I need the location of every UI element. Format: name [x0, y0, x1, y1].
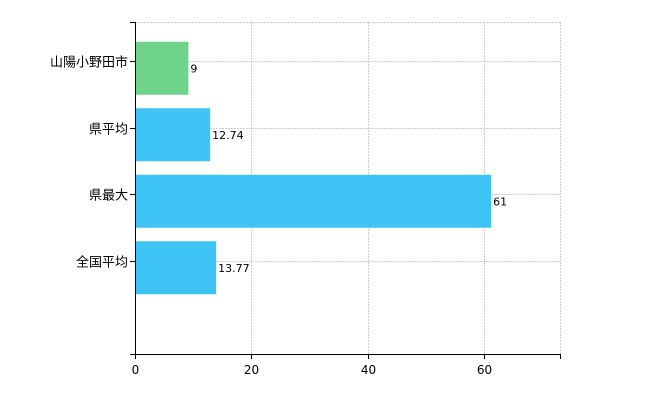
bar-0 — [136, 41, 189, 95]
category-label-0: 山陽小野田市 — [50, 55, 128, 71]
bar-3 — [136, 241, 217, 295]
data-label-3: 13.77 — [218, 262, 250, 275]
bar-1 — [136, 108, 211, 162]
bar-layer — [136, 41, 492, 295]
x-tick-label-60: 60 — [477, 363, 492, 377]
x-tick-label-40: 40 — [361, 363, 376, 377]
bar-2 — [136, 174, 492, 228]
category-label-3: 全国平均 — [76, 255, 128, 271]
axis-layer — [130, 22, 561, 359]
data-label-0: 9 — [190, 62, 197, 75]
category-label-1: 県平均 — [89, 123, 128, 138]
data-label-2: 61 — [493, 195, 507, 208]
category-label-2: 県最大 — [89, 189, 128, 204]
data-label-1: 12.74 — [212, 129, 244, 142]
x-tick-label-20: 20 — [244, 363, 259, 377]
x-tick-label-0: 0 — [132, 363, 140, 377]
